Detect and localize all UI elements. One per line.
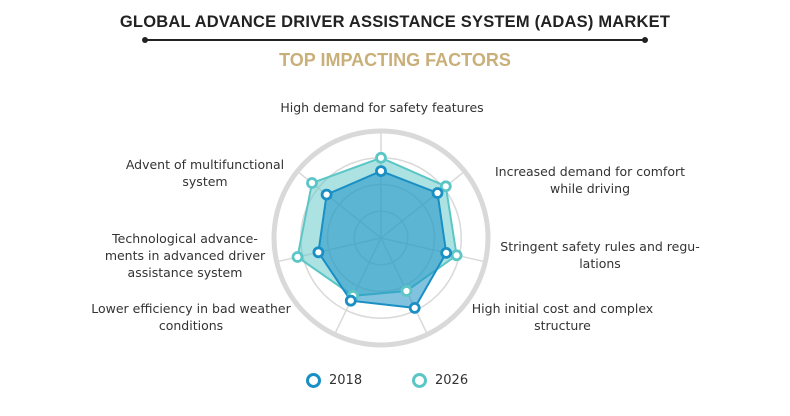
title-rule-right-dot [642, 37, 648, 43]
axis-label-0: High demand for safety features [280, 100, 484, 115]
chart-subtitle: TOP IMPACTING FACTORS [279, 50, 511, 70]
chart-title: GLOBAL ADVANCE DRIVER ASSISTANCE SYSTEM … [119, 13, 671, 31]
legend-marker-2018 [306, 373, 321, 388]
axis-label-5: Technological advance- ments in advanced… [104, 231, 266, 280]
series-2026-point-2 [450, 249, 463, 262]
chart-legend: 2018 2026 [0, 373, 790, 393]
series-2018-point-3 [408, 301, 421, 314]
series-2026-point-3 [400, 285, 413, 297]
series-2026-point-1 [439, 180, 452, 193]
series-2018-point-2 [440, 246, 453, 259]
series-2018-point-6 [320, 188, 333, 201]
title-rule [145, 39, 645, 41]
series-2018-point-1 [431, 187, 444, 199]
legend-item-2018: 2018 [306, 373, 362, 388]
series-2018-point-5 [312, 246, 325, 259]
axis-label-1: Increased demand for comfort while drivi… [494, 164, 686, 196]
axis-label-2: Stringent safety rules and regu- lations [500, 239, 700, 271]
series-2026-point-6 [306, 177, 318, 189]
axis-label-3: High initial cost and complex structure [471, 301, 654, 333]
series-2018-point-0 [375, 165, 387, 178]
legend-item-2026: 2026 [412, 373, 468, 388]
series-2018-point-4 [344, 294, 357, 307]
legend-label-2026: 2026 [435, 373, 469, 388]
series-2018-area [317, 170, 448, 309]
axis-label-4: Lower efficiency in bad weather conditio… [91, 301, 291, 333]
series-2026-point-0 [375, 151, 387, 164]
legend-label-2018: 2018 [329, 373, 363, 388]
legend-marker-2026 [412, 373, 427, 388]
series-2026-point-5 [291, 251, 304, 263]
axis-label-6: Advent of multifunctional system [125, 157, 285, 189]
